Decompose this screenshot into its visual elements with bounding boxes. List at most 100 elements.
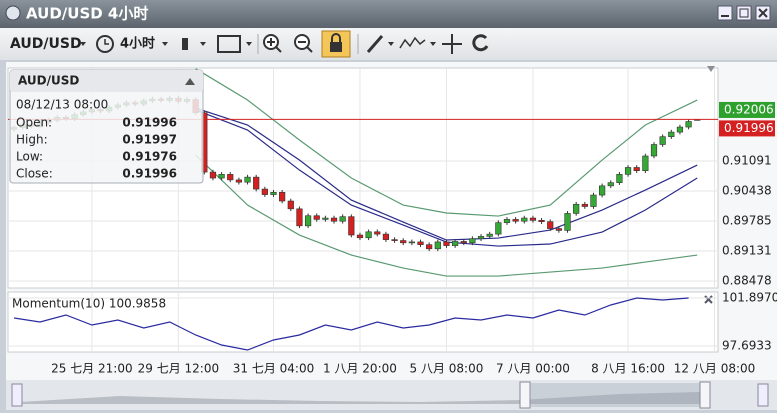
scroll-left[interactable] [11,383,23,407]
dropdown-arrow [246,42,252,46]
candle-body [322,217,329,220]
candle-body [547,221,554,229]
lock-icon [330,42,342,52]
draw-button[interactable] [366,35,384,53]
dropdown-arrow [200,42,206,46]
info-panel-header [10,70,203,92]
indicator-title: Momentum(10) 100.9858 [12,297,166,311]
info-title: AUD/USD [18,74,79,88]
candle-body [529,217,537,221]
candle-body [434,241,441,250]
price-tag [719,101,775,118]
maximize-button[interactable] [736,5,752,21]
x-tick-label: 29 七月 12:00 [138,362,219,376]
candle-body [495,222,502,235]
range-window[interactable] [530,383,700,407]
refresh-button[interactable] [472,34,489,52]
info-label: High: [16,133,48,147]
candle-body [426,244,433,250]
zoom-in-icon [267,38,282,53]
overlay-line [195,154,698,277]
candle-body [607,182,614,187]
y-tick-label: 0.89131 [722,244,772,258]
candle-body [417,241,424,245]
candle-body [564,213,571,231]
toolbar [0,28,777,60]
y-tick-label: 0.90438 [722,184,772,198]
candle-body [616,174,623,183]
candle-body [469,238,476,244]
candle-body [374,231,381,235]
window-title: AUD/USD 4小时 [26,5,148,23]
overlay-line [195,68,698,217]
candle-body [348,216,355,236]
candle-body [443,241,450,246]
x-tick-label: 31 七月 04:00 [233,362,314,376]
dropdown-arrow [162,42,168,46]
zoom-out-icon [298,41,313,53]
candle-body [685,121,692,128]
indicator-line [13,297,689,351]
candle-body [477,236,485,239]
momentum-close[interactable] [704,295,713,304]
candle-body [253,176,260,190]
candle-body [538,220,545,222]
candle-body [503,219,511,223]
candle-body [659,136,666,145]
period-selector[interactable]: 4小时 [120,36,155,52]
candle-body [555,228,562,231]
price-tag-label: 0.92006 [724,102,774,116]
range-handle-right[interactable] [699,381,711,409]
dropdown-arrow [430,42,436,46]
template-button[interactable] [217,35,241,53]
candle-body [581,203,588,207]
candle-body [573,203,580,214]
candle-body [209,171,217,179]
scroll-right[interactable] [757,383,769,407]
x-tick-label: 12 八月 08:00 [674,362,755,376]
close-icon [758,8,768,18]
info-date: 08/12/13 08:00 [16,98,108,112]
clock-hands [104,39,109,45]
lock-shackle [331,33,341,42]
candle-body [590,194,597,207]
crosshair-button[interactable] [442,34,462,54]
panel-menu[interactable] [707,66,715,72]
maximize-icon [739,8,749,18]
candle-body [261,188,268,195]
candle-body [279,191,286,202]
candle-body [642,155,649,171]
candle-body [227,174,234,181]
chart-type-button[interactable] [182,38,188,50]
candle-body [512,219,519,222]
candle-body [668,131,675,137]
collapse-button[interactable] [185,78,195,85]
indicator-button[interactable] [399,36,426,49]
candle-body [313,215,320,220]
info-value: 0.91996 [122,116,177,130]
candle-body [599,185,606,196]
candle-body [244,176,251,183]
candle-body [287,200,294,210]
candle-body [460,241,467,244]
y-tick-label: 0.89785 [722,214,772,228]
info-value: 0.91997 [122,133,177,147]
minimize-button[interactable] [717,5,733,21]
candle-body [339,216,346,222]
candle-body [676,126,684,133]
range-handle-left[interactable] [519,381,531,409]
candle-body [452,241,459,246]
info-label: Open: [16,116,52,130]
dropdown-arrow [388,42,394,46]
x-tick-label: 7 八月 00:00 [496,362,570,376]
candle-body [365,231,372,239]
symbol-selector[interactable]: AUD/USD [10,36,82,52]
candle-body [330,217,338,222]
candle-body [235,179,243,183]
dropdown-arrow [80,42,86,46]
y-tick-label: 0.88478 [722,274,772,288]
candle-body [296,208,303,227]
x-tick-label: 5 八月 08:00 [410,362,484,376]
y-tick-label: 0.91091 [722,153,772,167]
